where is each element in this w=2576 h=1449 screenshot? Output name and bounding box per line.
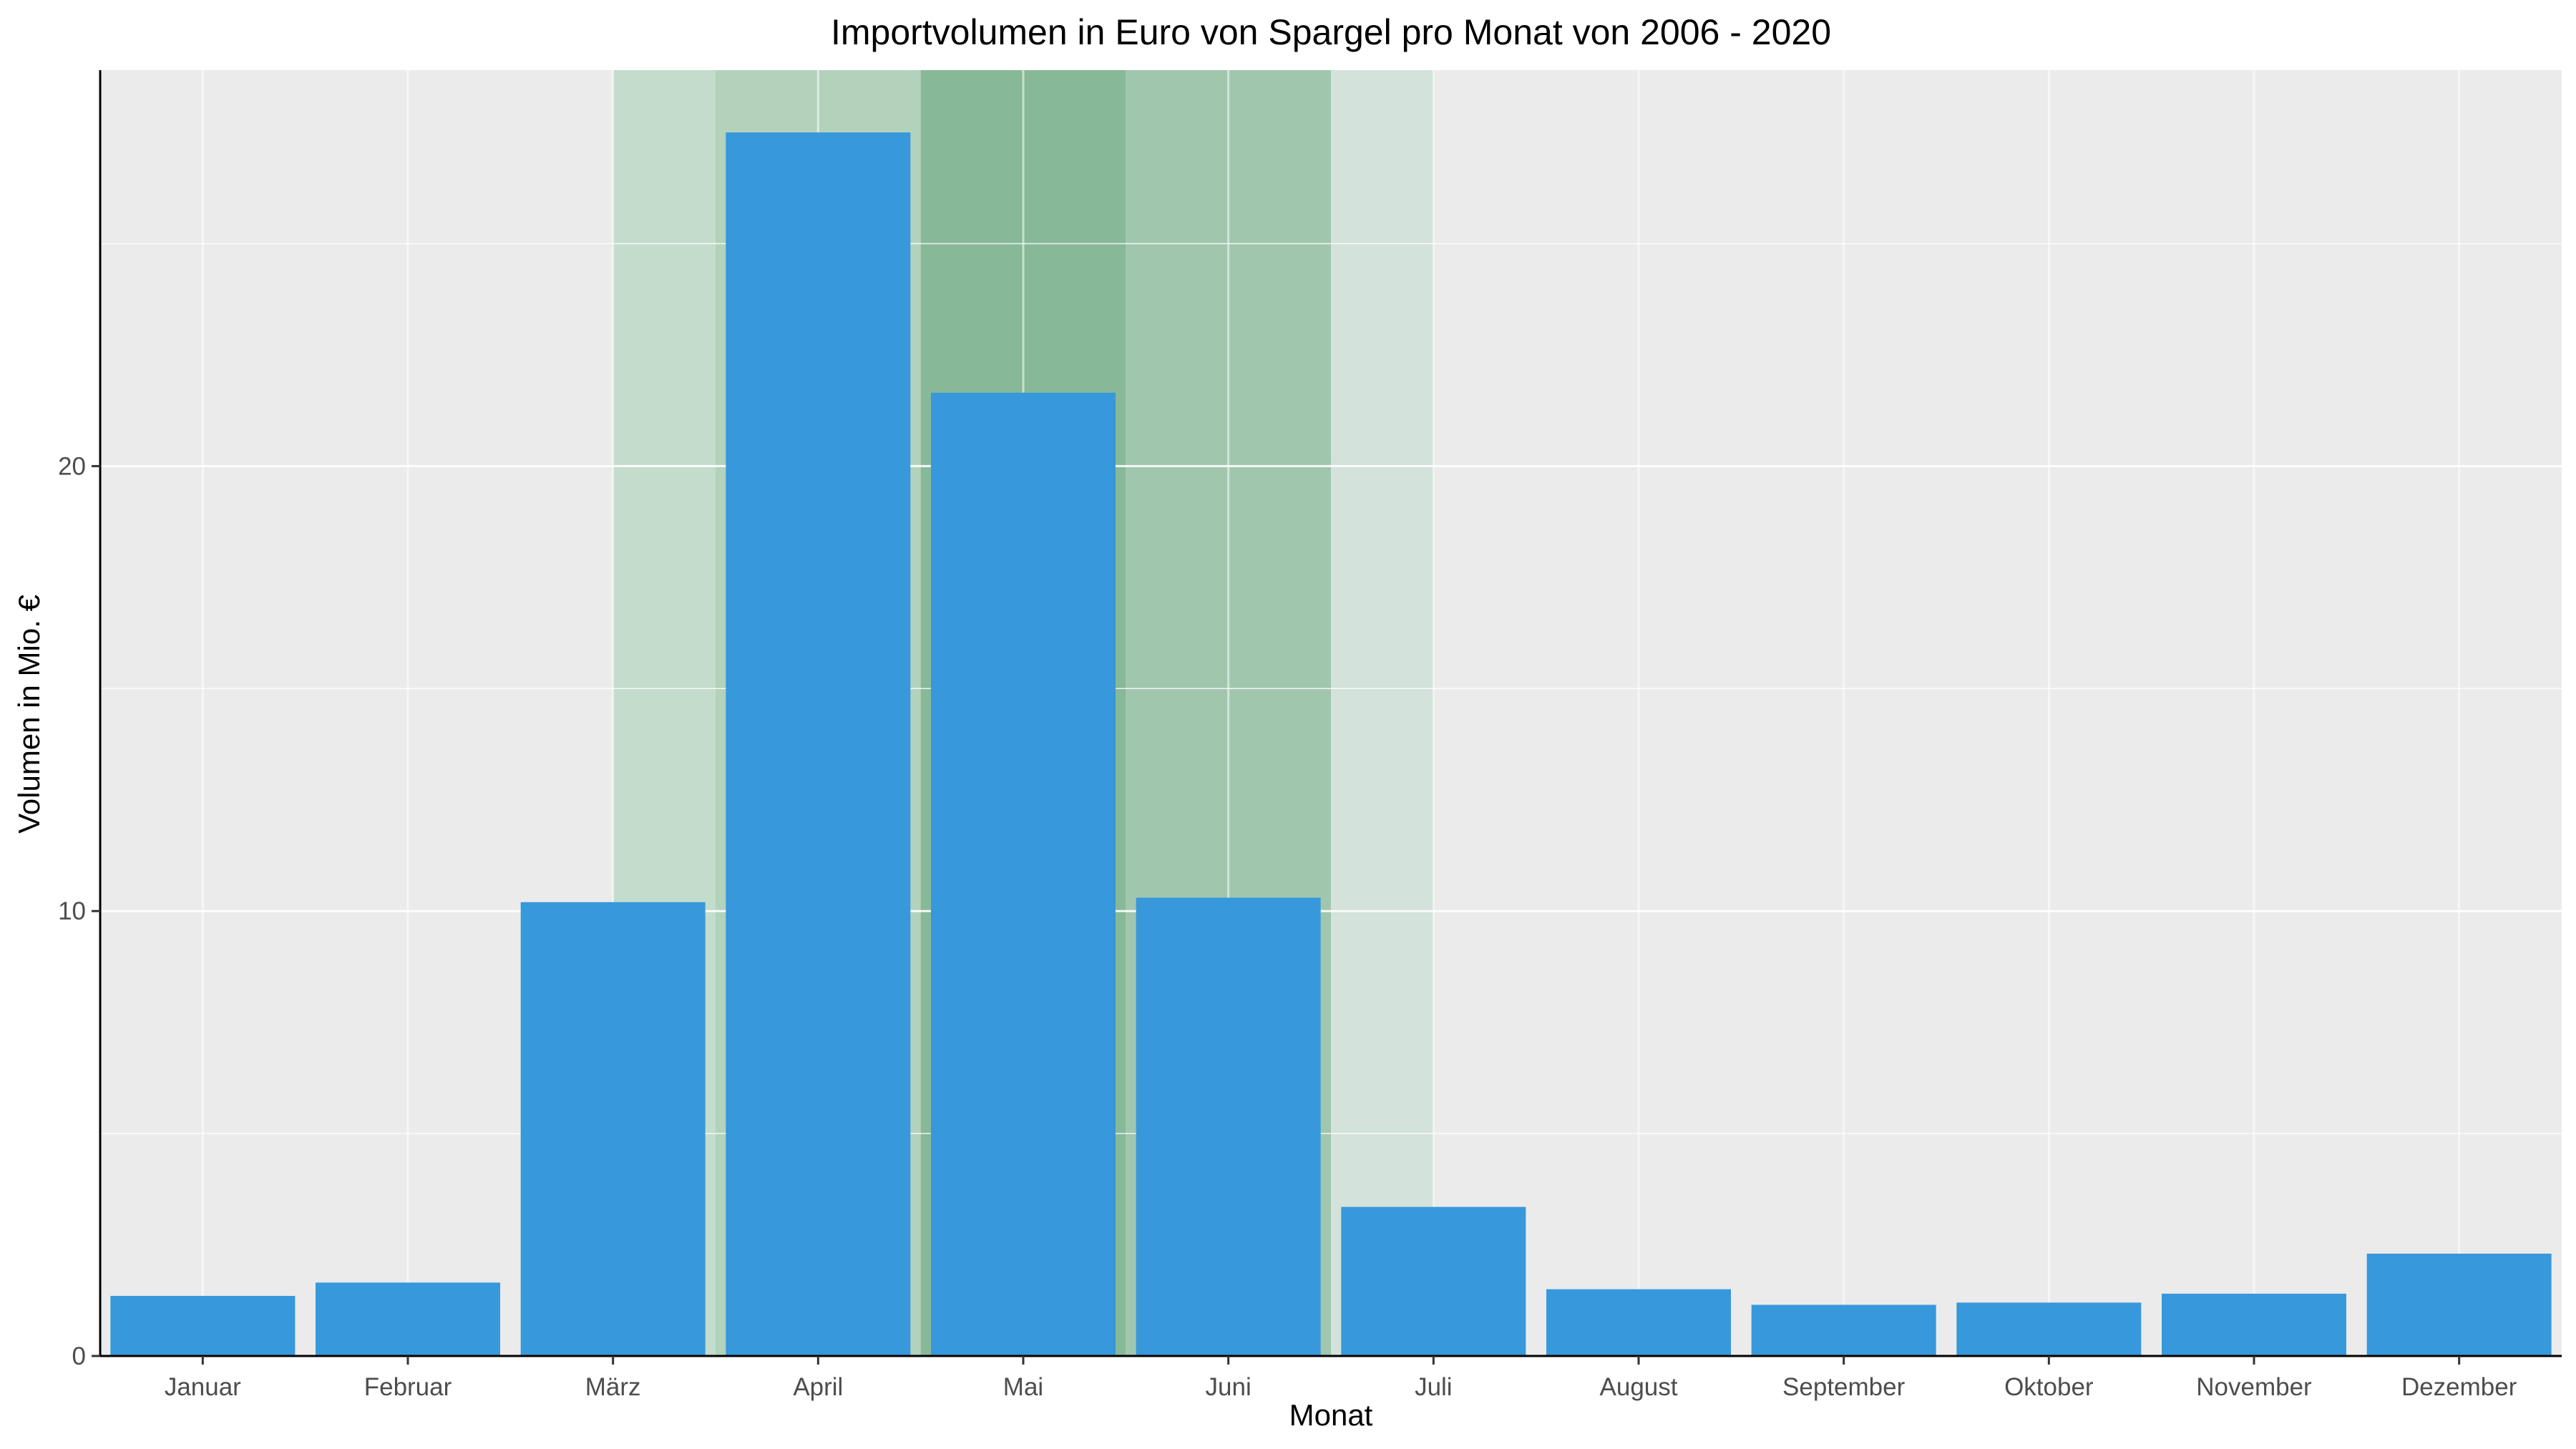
bars [110, 132, 2552, 1357]
x-tick-label-april: April [793, 1373, 843, 1401]
x-axis-title: Monat [1289, 1398, 1373, 1432]
bar-april [726, 132, 911, 1357]
bar-märz [520, 902, 706, 1356]
bar-august [1546, 1289, 1731, 1356]
x-tick-label-oktober: Oktober [2004, 1373, 2094, 1401]
y-tick-label: 20 [58, 452, 86, 480]
y-axis-ticks: 0 10 20 [58, 452, 100, 1370]
bar-oktober [1956, 1302, 2142, 1356]
y-tick-label: 10 [58, 897, 86, 925]
bar-januar [110, 1296, 296, 1356]
season-band-4 [1331, 70, 1434, 1356]
x-axis-ticks: Januar Februar März April Mai Juni Juli August S… [165, 1356, 2517, 1401]
chart-title: Importvolumen in Euro von Spargel pro Mo… [831, 12, 1831, 52]
bar-november [2162, 1293, 2346, 1356]
bar-juni [1136, 897, 1321, 1356]
bar-februar [316, 1282, 500, 1356]
y-axis-title: Volumen in Mio. € [12, 595, 46, 834]
x-tick-label-dezember: Dezember [2401, 1373, 2517, 1401]
x-tick-label-september: September [1782, 1373, 1906, 1401]
x-tick-label-juni: Juni [1206, 1373, 1252, 1401]
x-tick-label-juli: Juli [1415, 1373, 1453, 1401]
x-tick-label-august: August [1600, 1373, 1678, 1401]
x-tick-label-märz: März [585, 1373, 641, 1401]
bar-mai [931, 392, 1116, 1357]
bar-juli [1341, 1206, 1526, 1356]
bar-dezember [2366, 1253, 2552, 1356]
bar-september [1751, 1304, 1936, 1356]
x-tick-label-november: November [2196, 1373, 2312, 1401]
x-tick-label-januar: Januar [165, 1373, 241, 1401]
y-tick-label: 0 [72, 1342, 86, 1370]
x-tick-label-februar: Februar [364, 1373, 452, 1401]
x-tick-label-mai: Mai [1003, 1373, 1043, 1401]
